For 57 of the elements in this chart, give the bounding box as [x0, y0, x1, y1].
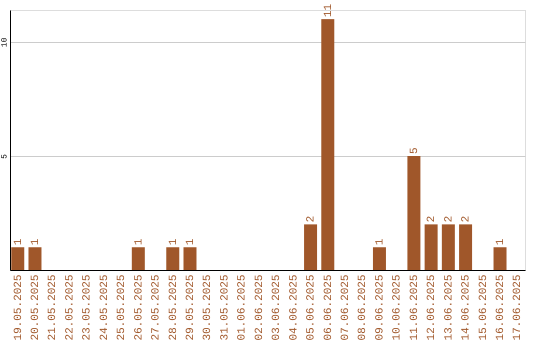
x-tick-label: 26.05.2025: [133, 274, 146, 340]
x-tick-label: 05.06.2025: [306, 274, 318, 340]
data-label: 2: [443, 216, 456, 222]
x-tick-label: 15.06.2025: [478, 274, 490, 340]
bar: [494, 247, 507, 270]
x-tick-label: 06.06.2025: [322, 274, 335, 340]
data-label: 2: [460, 216, 473, 222]
x-tick-label: 07.06.2025: [340, 274, 352, 340]
bar: [459, 224, 472, 270]
x-tick-label: 24.05.2025: [98, 274, 111, 340]
x-tick-label: 29.05.2025: [184, 274, 197, 340]
x-tick-label: 20.05.2025: [30, 274, 42, 340]
data-label: 1: [12, 238, 25, 246]
bar: [321, 19, 334, 270]
x-tick-label: 16.06.2025: [495, 274, 508, 340]
data-label: 5: [408, 147, 421, 154]
x-tick-label: 10.06.2025: [392, 274, 404, 340]
bar: [183, 247, 196, 270]
bar: [442, 224, 455, 270]
bar: [11, 247, 24, 270]
bar: [28, 247, 42, 270]
x-tick-label: 02.06.2025: [254, 274, 266, 340]
x-tick-label: 25.05.2025: [116, 274, 128, 340]
x-tick-label: 23.05.2025: [82, 274, 94, 340]
data-label: 11: [322, 4, 335, 18]
x-tick-label: 27.05.2025: [150, 274, 163, 340]
data-label: 2: [306, 216, 318, 222]
data-label: 1: [184, 238, 197, 246]
bar: [424, 224, 438, 270]
bar: [166, 247, 180, 270]
data-label: 1: [374, 238, 386, 246]
x-tick-label: 22.05.2025: [64, 274, 76, 340]
x-tick-label: 12.06.2025: [426, 274, 438, 340]
x-tick-label: 01.06.2025: [236, 274, 249, 340]
x-tick-label: 04.06.2025: [288, 274, 300, 340]
x-tick-label: 19.05.2025: [12, 274, 25, 340]
bar: [372, 247, 386, 270]
x-tick-label: 30.05.2025: [202, 274, 214, 340]
x-tick-label: 28.05.2025: [168, 274, 180, 340]
x-tick-label: 21.05.2025: [47, 274, 60, 340]
bar: [407, 156, 420, 270]
data-label: 2: [426, 216, 438, 222]
x-tick-label: 08.06.2025: [357, 274, 370, 340]
data-label: 1: [133, 238, 146, 246]
x-tick-label: 11.06.2025: [408, 274, 421, 340]
y-tick-label: 10: [0, 37, 10, 48]
x-tick-label: 17.06.2025: [512, 274, 524, 340]
x-tick-label: 03.06.2025: [271, 274, 284, 340]
data-label: 1: [495, 238, 508, 246]
x-tick-label: 09.06.2025: [374, 274, 386, 340]
data-label: 1: [30, 238, 42, 246]
bar: [132, 247, 145, 270]
data-label: 1: [168, 238, 180, 246]
bar: [304, 224, 318, 270]
x-tick-label: 31.05.2025: [219, 274, 232, 340]
x-tick-label: 13.06.2025: [443, 274, 456, 340]
x-tick-label: 14.06.2025: [460, 274, 473, 340]
